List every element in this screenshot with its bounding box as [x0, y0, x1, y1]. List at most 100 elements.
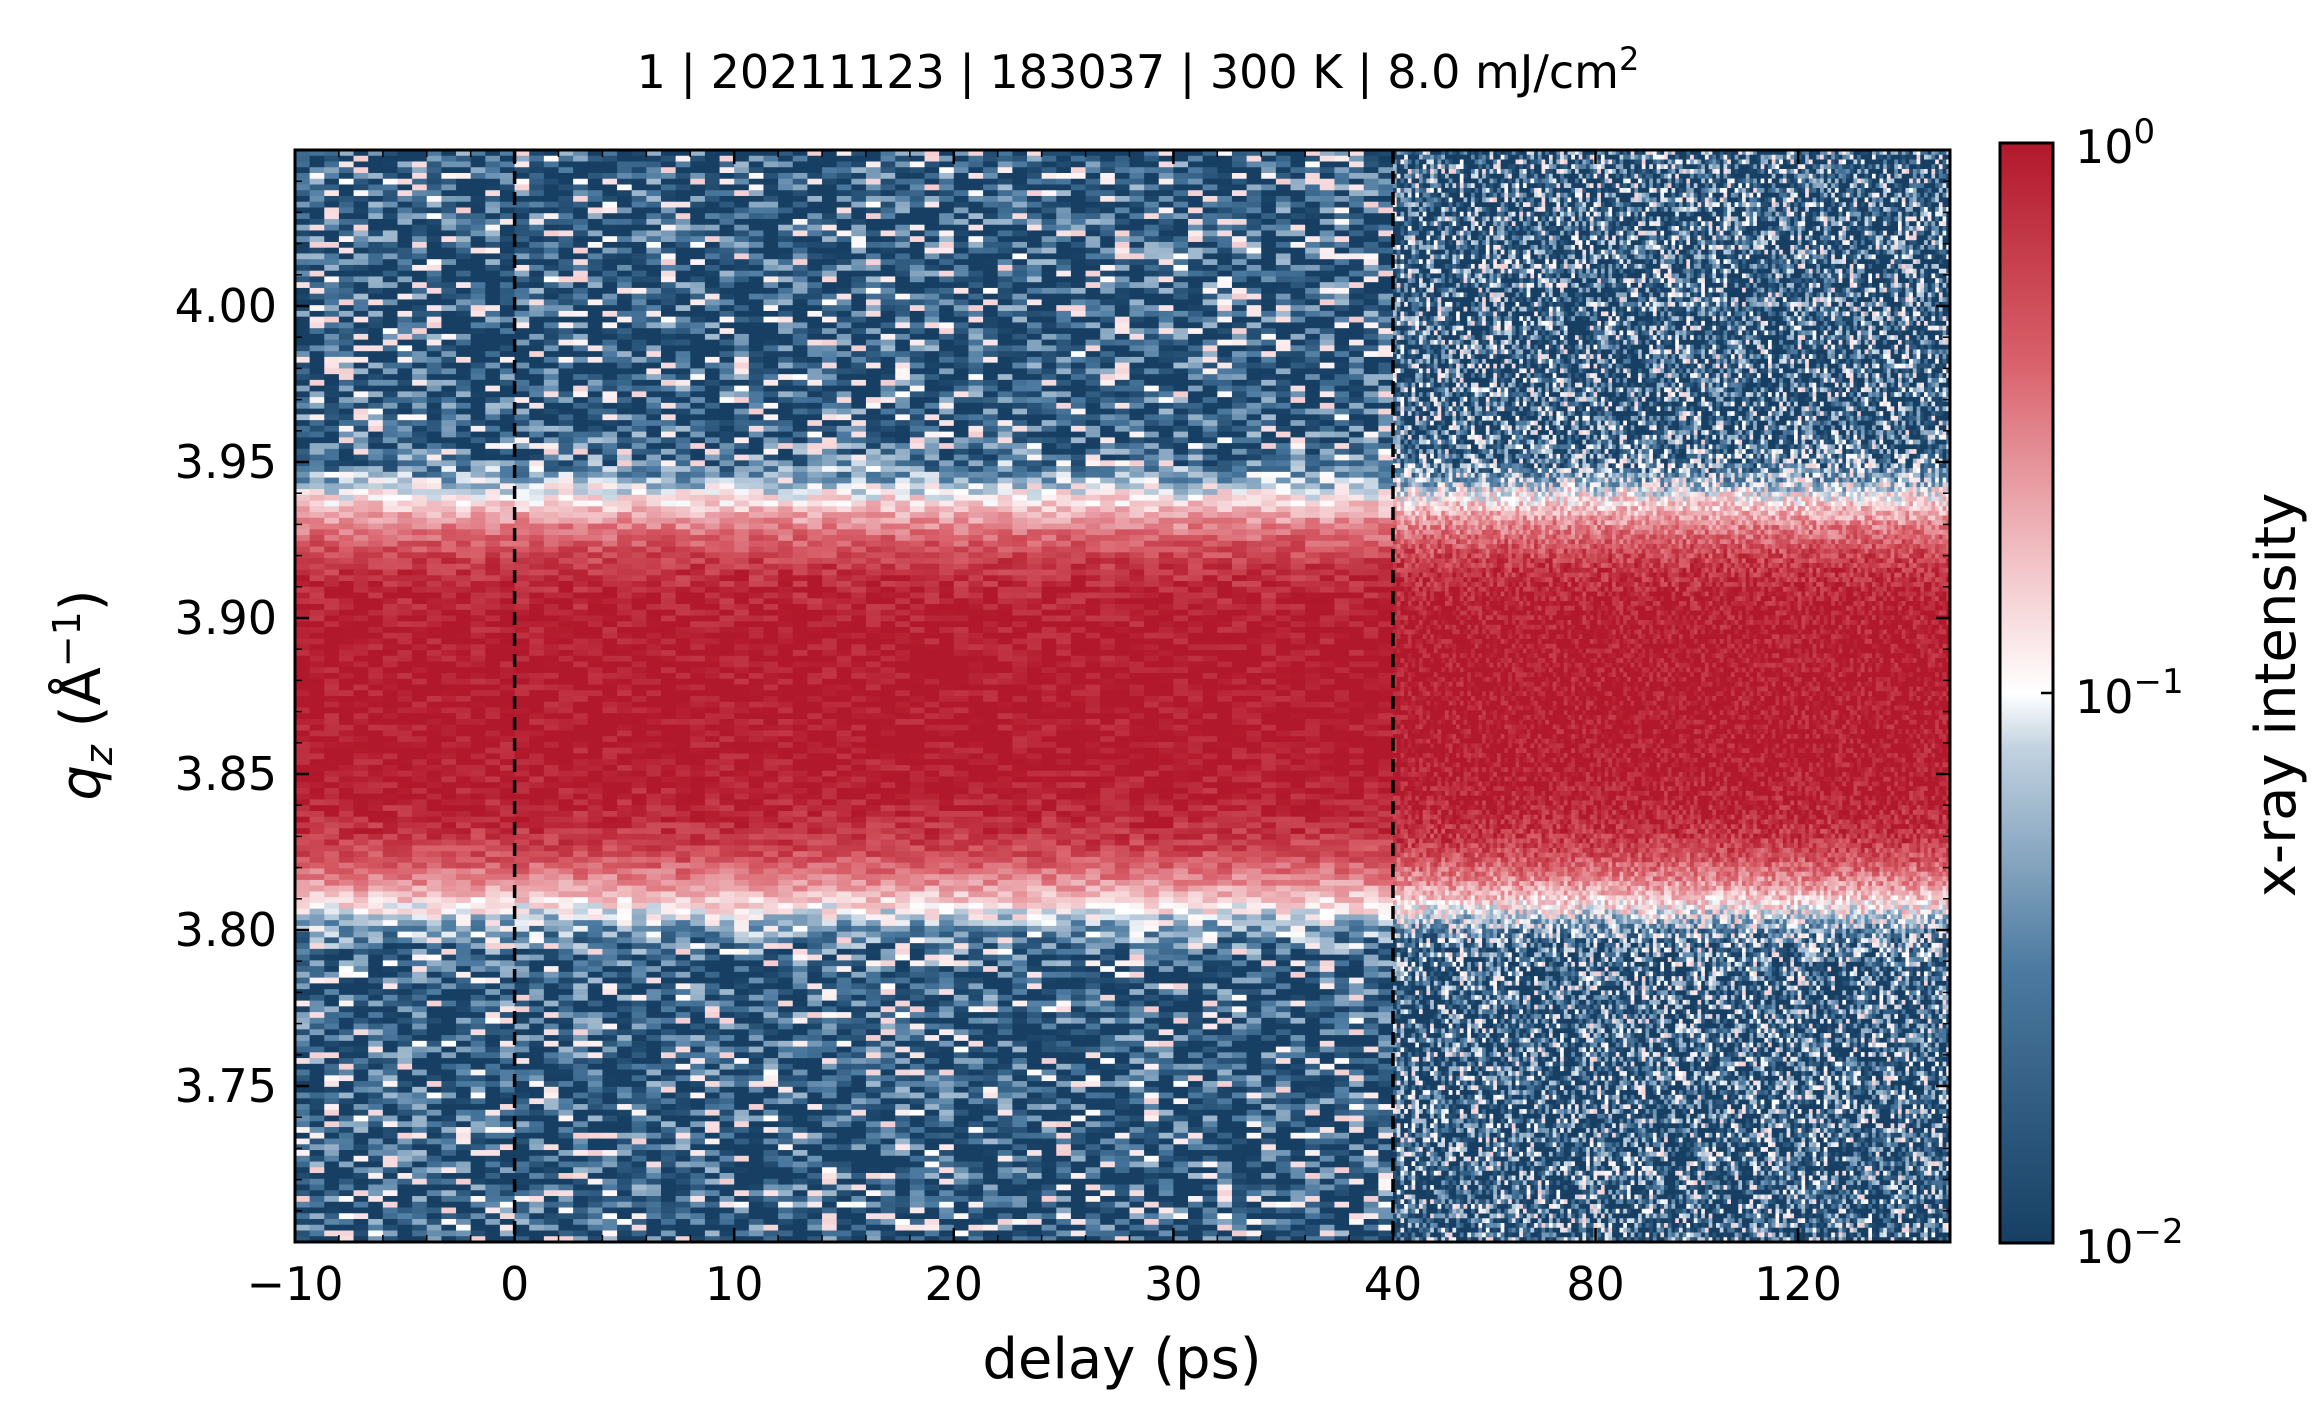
- heatmap-cell: [354, 627, 369, 633]
- heatmap-cell: [456, 874, 471, 880]
- heatmap-cell: [456, 851, 471, 857]
- heatmap-cell: [471, 914, 486, 920]
- heatmap-cell: [397, 828, 412, 834]
- heatmap-cell: [412, 1064, 427, 1070]
- heatmap-cell: [310, 1144, 325, 1150]
- heatmap-cell: [383, 535, 398, 541]
- heatmap-cell: [397, 242, 412, 248]
- heatmap-cell: [515, 259, 530, 265]
- heatmap-cell: [427, 765, 442, 771]
- heatmap-cell: [441, 524, 456, 530]
- heatmap-cell: [485, 593, 500, 599]
- heatmap-cell: [412, 299, 427, 305]
- heatmap-cell: [441, 943, 456, 949]
- heatmap-cell: [310, 696, 325, 702]
- heatmap-cell: [368, 558, 383, 564]
- heatmap-cell: [324, 179, 339, 185]
- heatmap-cell: [295, 880, 310, 886]
- heatmap-cell: [295, 639, 310, 645]
- heatmap-cell: [441, 868, 456, 874]
- heatmap-cell: [397, 822, 412, 828]
- heatmap-cell: [471, 1173, 486, 1179]
- heatmap-cell: [412, 937, 427, 943]
- heatmap-cell: [485, 248, 500, 254]
- heatmap-cell: [485, 587, 500, 593]
- heatmap-cell: [383, 449, 398, 455]
- heatmap-cell: [471, 1133, 486, 1139]
- heatmap-cell: [354, 478, 369, 484]
- heatmap-cell: [295, 495, 310, 501]
- heatmap-cell: [310, 414, 325, 420]
- heatmap-cell: [515, 610, 530, 616]
- heatmap-cell: [324, 702, 339, 708]
- heatmap-cell: [456, 811, 471, 817]
- heatmap-cell: [310, 1202, 325, 1208]
- heatmap-cell: [427, 972, 442, 978]
- heatmap-cell: [441, 1139, 456, 1145]
- heatmap-cell: [383, 380, 398, 386]
- heatmap-cell: [456, 351, 471, 357]
- heatmap-cell: [368, 1006, 383, 1012]
- heatmap-cell: [324, 909, 339, 915]
- heatmap-cell: [456, 690, 471, 696]
- heatmap-cell: [485, 1133, 500, 1139]
- heatmap-cell: [310, 248, 325, 254]
- heatmap-cell: [295, 621, 310, 627]
- heatmap-cell: [397, 179, 412, 185]
- heatmap-cell: [310, 1116, 325, 1122]
- heatmap-cell: [324, 317, 339, 323]
- heatmap-cell: [441, 1150, 456, 1156]
- heatmap-cell: [412, 650, 427, 656]
- heatmap-cell: [485, 1121, 500, 1127]
- heatmap-cell: [427, 685, 442, 691]
- heatmap-cell: [441, 512, 456, 518]
- heatmap-cell: [354, 730, 369, 736]
- heatmap-cell: [339, 483, 354, 489]
- heatmap-cell: [310, 1047, 325, 1053]
- heatmap-cell: [324, 587, 339, 593]
- heatmap-cell: [339, 409, 354, 415]
- heatmap-cell: [456, 311, 471, 317]
- heatmap-cell: [324, 989, 339, 995]
- heatmap-cell: [324, 1012, 339, 1018]
- heatmap-cell: [295, 253, 310, 259]
- heatmap-cell: [397, 317, 412, 323]
- heatmap-cell: [354, 886, 369, 892]
- heatmap-cell: [324, 432, 339, 438]
- heatmap-cell: [310, 943, 325, 949]
- heatmap-cell: [441, 1001, 456, 1007]
- heatmap-cell: [368, 288, 383, 294]
- heatmap-cell: [354, 1116, 369, 1122]
- heatmap-cell: [456, 639, 471, 645]
- heatmap-cell: [310, 219, 325, 225]
- heatmap-cell: [397, 1213, 412, 1219]
- heatmap-cell: [310, 1185, 325, 1191]
- heatmap-cell: [412, 391, 427, 397]
- heatmap-cell: [339, 449, 354, 455]
- heatmap-cell: [485, 828, 500, 834]
- heatmap-cell: [368, 909, 383, 915]
- heatmap-cell: [354, 845, 369, 851]
- heatmap-cell: [383, 725, 398, 731]
- heatmap-cell: [295, 173, 310, 179]
- heatmap-cell: [354, 1029, 369, 1035]
- heatmap-cell: [368, 271, 383, 277]
- heatmap-cell: [324, 1167, 339, 1173]
- heatmap-cell: [397, 1087, 412, 1093]
- heatmap-cell: [354, 322, 369, 328]
- heatmap-cell: [515, 955, 530, 961]
- heatmap-cell: [471, 1185, 486, 1191]
- heatmap-cell: [383, 753, 398, 759]
- heatmap-cell: [295, 414, 310, 420]
- heatmap-cell: [515, 1041, 530, 1047]
- heatmap-cell: [412, 880, 427, 886]
- heatmap-cell: [324, 690, 339, 696]
- heatmap-cell: [354, 1150, 369, 1156]
- heatmap-cell: [441, 1202, 456, 1208]
- heatmap-cell: [456, 713, 471, 719]
- heatmap-cell: [441, 1231, 456, 1237]
- heatmap-cell: [412, 386, 427, 392]
- heatmap-cell: [383, 1196, 398, 1202]
- heatmap-cell: [456, 765, 471, 771]
- heatmap-cell: [456, 1156, 471, 1162]
